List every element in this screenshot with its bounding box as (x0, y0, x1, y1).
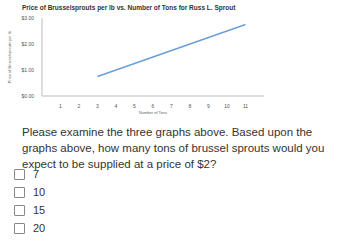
svg-text:6: 6 (152, 103, 155, 109)
html-text:15: 15 (33, 204, 46, 216)
svg-text:4: 4 (115, 103, 118, 109)
svg-text:Price of Brusselsprouts per lb: Price of Brusselsprouts per lb (8, 30, 12, 83)
html-text:10: 10 (33, 186, 46, 198)
svg-text:2: 2 (78, 103, 81, 109)
svg-text:9: 9 (207, 103, 210, 109)
svg-text:11: 11 (243, 103, 248, 109)
svg-text:3: 3 (96, 103, 99, 109)
svg-text:10: 10 (224, 103, 230, 109)
svg-text:$3.00: $3.00 (21, 15, 34, 21)
svg-text:5: 5 (133, 103, 136, 109)
svg-text:$0.00: $0.00 (21, 93, 34, 99)
svg-text:1: 1 (59, 103, 62, 109)
html-text:7: 7 (33, 168, 40, 180)
html-text:Please examine the three graph: Please examine the three graphs above. B… (22, 126, 325, 170)
svg-text:8: 8 (189, 103, 192, 109)
svg-text:7: 7 (170, 103, 173, 109)
svg-text:$2.00: $2.00 (21, 41, 34, 47)
html-text:20: 20 (33, 222, 46, 234)
svg-text:$1.00: $1.00 (21, 67, 34, 73)
svg-text:Number of Tons: Number of Tons (139, 110, 167, 115)
html-text:Price of Brusselsprouts per lb: Price of Brusselsprouts per lb vs. Numbe… (22, 4, 236, 11)
